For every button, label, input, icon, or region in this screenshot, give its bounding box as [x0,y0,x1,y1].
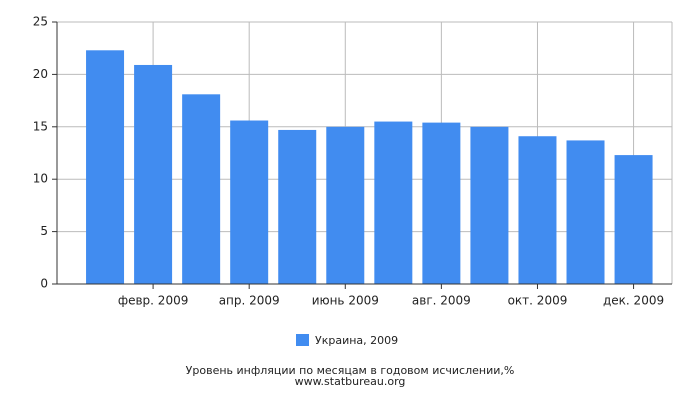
legend-label: Украина, 2009 [315,334,398,347]
bar [422,122,461,284]
footer-source: www.statbureau.org [295,375,406,388]
x-tick-label: авг. 2009 [412,294,471,308]
bar [134,64,173,284]
bar [182,94,221,284]
footer-caption: Уровень инфляции по месяцам в годовом ис… [186,364,515,377]
x-tick-label: апр. 2009 [219,294,280,308]
y-tick-label: 25 [33,15,48,29]
y-tick-label: 20 [33,67,48,81]
bar [86,50,125,284]
y-tick-label: 10 [33,172,48,186]
y-tick-label: 15 [33,119,48,133]
x-tick-label: июнь 2009 [312,294,379,308]
bar [566,140,605,284]
x-tick-label: окт. 2009 [508,294,568,308]
y-tick-label: 0 [40,277,48,291]
bar [614,155,653,284]
x-tick-label: февр. 2009 [118,294,189,308]
bar [278,129,317,284]
y-tick-label: 5 [40,224,48,238]
bar [374,121,413,284]
bar [326,126,365,284]
bar [470,126,509,284]
legend-swatch [296,334,309,346]
bar [230,120,269,285]
x-tick-label: дек. 2009 [603,294,664,308]
bar [518,136,557,284]
